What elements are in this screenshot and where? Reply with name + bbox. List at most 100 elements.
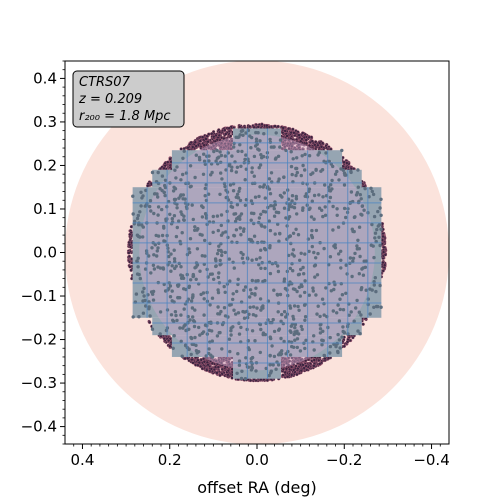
field-point — [313, 143, 317, 147]
observed-point — [293, 322, 298, 327]
field-point — [147, 320, 152, 325]
observed-point — [142, 294, 146, 298]
observed-point — [167, 254, 171, 259]
observed-point — [228, 349, 232, 354]
observed-point — [217, 244, 221, 248]
observed-point — [309, 215, 314, 219]
field-point — [223, 365, 228, 369]
observed-point — [277, 327, 282, 331]
field-point — [312, 358, 316, 362]
field-point — [146, 184, 150, 188]
observed-point — [191, 274, 195, 279]
observed-point — [247, 312, 251, 316]
plot-content — [65, 61, 449, 444]
observed-point — [207, 154, 211, 158]
field-point — [204, 137, 208, 141]
observed-point — [219, 171, 223, 175]
observed-point — [335, 311, 339, 315]
x-tick-label: 0.2 — [158, 451, 182, 469]
observed-point — [254, 314, 258, 318]
observed-point — [259, 308, 263, 312]
field-point — [286, 126, 291, 131]
observed-point — [194, 277, 198, 281]
observed-point — [216, 305, 220, 309]
observed-point — [254, 286, 258, 290]
field-point — [304, 364, 308, 368]
observed-point — [179, 265, 183, 269]
observed-point — [261, 279, 265, 284]
observed-point — [320, 208, 324, 212]
observed-point — [273, 203, 277, 207]
observed-point — [269, 171, 274, 175]
observed-point — [379, 305, 383, 309]
observed-point — [250, 291, 254, 296]
observed-point — [333, 172, 338, 176]
observed-point — [195, 247, 200, 251]
observed-point — [156, 195, 160, 199]
observed-point — [314, 293, 318, 297]
field-point — [198, 364, 203, 369]
field-point — [186, 146, 190, 150]
observed-point — [172, 257, 177, 261]
observed-point — [228, 279, 232, 283]
observed-point — [152, 253, 156, 257]
observed-point — [368, 287, 372, 291]
field-point — [210, 132, 214, 136]
observed-point — [276, 310, 280, 314]
observed-point — [307, 154, 312, 158]
observed-point — [322, 354, 327, 358]
observed-point — [168, 284, 173, 288]
observed-point — [175, 165, 179, 169]
observed-point — [338, 346, 342, 350]
x-axis-label: offset RA (deg) — [197, 478, 317, 497]
observed-point — [252, 221, 256, 226]
observed-point — [327, 159, 331, 164]
observed-point — [311, 289, 315, 293]
observed-point — [141, 299, 145, 303]
observed-point — [298, 258, 302, 262]
observed-point — [317, 193, 321, 197]
observed-point — [321, 214, 325, 219]
observed-point — [178, 239, 182, 244]
observed-point — [323, 205, 327, 209]
observed-point — [174, 264, 178, 268]
observed-point — [372, 214, 377, 219]
observed-point — [254, 257, 259, 261]
observed-point — [203, 186, 207, 191]
field-point — [248, 124, 252, 129]
observed-point — [336, 332, 340, 337]
observed-point — [191, 315, 195, 319]
field-point — [320, 141, 325, 145]
field-point — [342, 344, 346, 348]
observed-point — [201, 172, 206, 176]
field-point — [224, 132, 228, 136]
observed-point — [351, 256, 356, 260]
observed-point — [236, 311, 241, 315]
observed-point — [212, 149, 216, 154]
observed-point — [282, 339, 286, 344]
observed-point — [316, 251, 320, 256]
observed-point — [270, 344, 274, 348]
observed-point — [320, 297, 325, 301]
observed-point — [210, 329, 214, 333]
observed-point — [278, 145, 282, 149]
observed-point — [288, 266, 292, 271]
observed-point — [372, 283, 376, 287]
observed-point — [331, 228, 335, 232]
observed-point — [353, 215, 357, 219]
observed-point — [358, 331, 362, 336]
field-point — [289, 365, 294, 369]
observed-point — [152, 267, 157, 271]
observed-point — [274, 367, 278, 371]
observed-point — [276, 154, 281, 158]
observed-point — [216, 228, 220, 233]
observed-point — [303, 279, 307, 283]
observed-point — [377, 235, 381, 239]
observed-point — [229, 168, 234, 173]
observed-point — [192, 324, 197, 329]
observed-point — [289, 164, 294, 169]
observed-point — [135, 233, 140, 237]
field-point — [287, 367, 292, 372]
observed-point — [156, 205, 161, 209]
field-point — [286, 141, 290, 146]
